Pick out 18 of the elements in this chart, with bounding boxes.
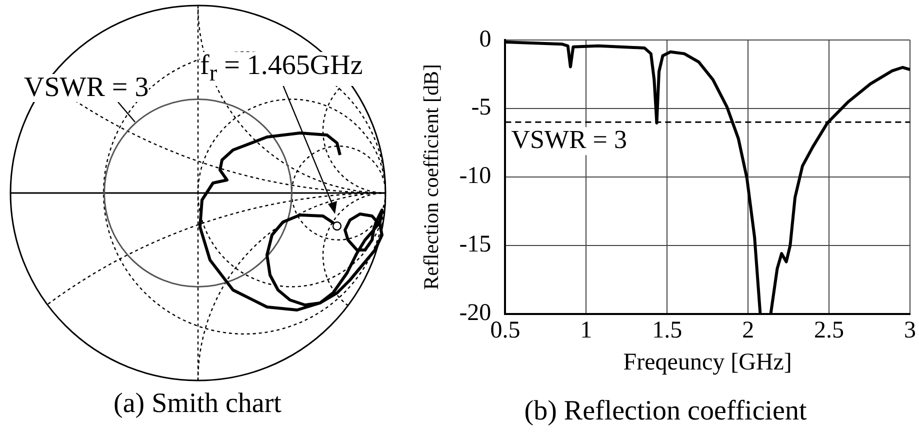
x-tick-label: 1.5 [652,317,682,344]
annotation: VSWR = 3 [511,124,627,154]
x-tick-label: 2.5 [814,317,844,344]
y-tick-label: 0 [479,26,492,52]
text: f$_{r}$ = 1.465GHz [200,50,363,87]
x-tick-label: 1 [580,317,592,344]
x-tick-label: 2 [742,317,754,344]
y-axis-title: Reflection coefficient [dB] [419,64,444,290]
y-tick-label: -5 [471,94,492,121]
x-tick-label: 0.5 [490,317,520,344]
y-tick-label: -15 [459,232,492,258]
x-axis-title: Freqeuncy [GHz] [623,349,792,376]
text: (b) Reflection coefficient [524,396,807,427]
y-tick-label: -10 [459,163,492,190]
y-tick-label: -20 [459,300,492,326]
text: (a) Smith chart [0,388,395,419]
x-tick-label: 3 [904,317,916,344]
text: VSWR = 3 [24,72,149,103]
